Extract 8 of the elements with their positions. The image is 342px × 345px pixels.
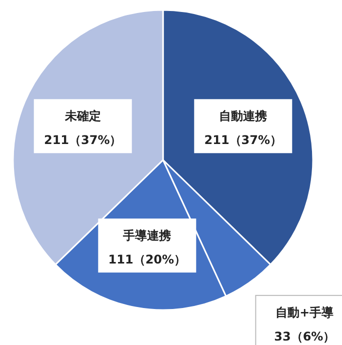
slice-label: 手導連携 xyxy=(122,228,172,243)
data-label: 211（37%） xyxy=(204,133,282,148)
slice-label: 自動+手導 xyxy=(276,305,335,320)
data-label: 211（37%） xyxy=(44,133,122,148)
slice-label: 未確定 xyxy=(64,109,101,124)
data-label: 33（6%） xyxy=(274,329,336,344)
slice-label: 自動連携 xyxy=(219,109,268,124)
data-label: 111（20%） xyxy=(108,252,186,267)
